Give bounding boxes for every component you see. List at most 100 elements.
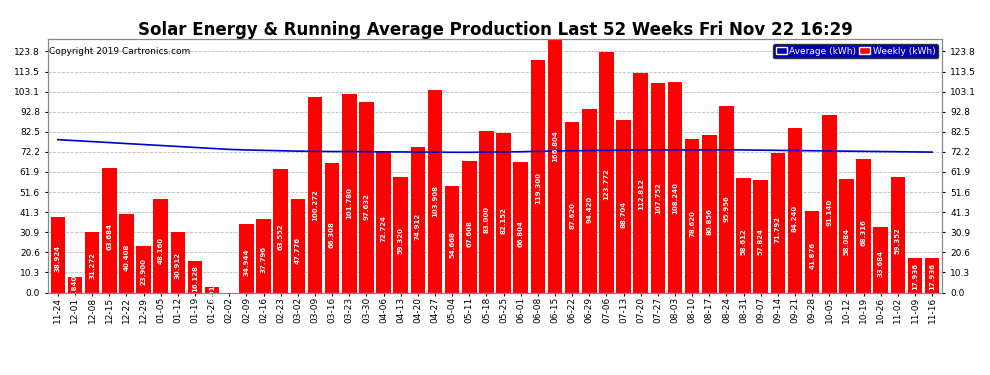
Text: 68.316: 68.316 <box>860 219 866 246</box>
Bar <box>925 258 940 292</box>
Text: 123.772: 123.772 <box>604 168 610 200</box>
Text: 80.856: 80.856 <box>706 208 713 235</box>
Bar <box>462 161 476 292</box>
Bar <box>308 97 323 292</box>
Text: 17.936: 17.936 <box>930 263 936 290</box>
Text: 101.780: 101.780 <box>346 188 352 219</box>
Text: 54.668: 54.668 <box>449 231 455 258</box>
Text: 78.620: 78.620 <box>689 210 695 237</box>
Text: 40.408: 40.408 <box>124 243 130 271</box>
Bar <box>256 219 271 292</box>
Bar <box>531 60 545 292</box>
Text: 72.724: 72.724 <box>380 215 386 242</box>
Bar <box>617 120 631 292</box>
Bar <box>359 102 373 292</box>
Legend: Average (kWh), Weekly (kWh): Average (kWh), Weekly (kWh) <box>773 44 938 58</box>
Text: 59.352: 59.352 <box>895 227 901 254</box>
Text: 107.752: 107.752 <box>654 182 661 214</box>
Bar <box>753 180 768 292</box>
Bar <box>582 109 597 292</box>
Bar <box>496 132 511 292</box>
Text: 67.608: 67.608 <box>466 220 472 247</box>
Text: 23.900: 23.900 <box>141 258 147 285</box>
Bar <box>325 164 340 292</box>
Text: 84.240: 84.240 <box>792 205 798 232</box>
Text: 74.912: 74.912 <box>415 213 421 240</box>
Text: 37.796: 37.796 <box>260 246 266 273</box>
Text: 34.944: 34.944 <box>244 248 249 276</box>
Text: 31.272: 31.272 <box>89 252 95 279</box>
Bar <box>565 122 579 292</box>
Text: 82.152: 82.152 <box>501 207 507 234</box>
Bar <box>891 177 905 292</box>
Text: 17.936: 17.936 <box>912 263 918 290</box>
Bar <box>650 83 665 292</box>
Bar <box>702 135 717 292</box>
Text: 83.000: 83.000 <box>483 206 489 233</box>
Text: 66.804: 66.804 <box>518 220 524 248</box>
Bar <box>908 258 923 292</box>
Text: 16.128: 16.128 <box>192 265 198 292</box>
Text: 59.320: 59.320 <box>398 227 404 254</box>
Text: 112.812: 112.812 <box>638 178 644 210</box>
Text: 63.684: 63.684 <box>106 223 112 250</box>
Bar <box>119 214 134 292</box>
Text: 91.140: 91.140 <box>827 199 833 226</box>
Bar <box>85 232 99 292</box>
Text: 66.308: 66.308 <box>329 221 336 248</box>
Text: 100.272: 100.272 <box>312 189 318 220</box>
Bar <box>290 200 305 292</box>
Bar <box>67 277 82 292</box>
Text: 95.956: 95.956 <box>724 195 730 222</box>
Text: 58.612: 58.612 <box>741 228 746 255</box>
Text: 58.084: 58.084 <box>843 228 849 255</box>
Bar <box>770 153 785 292</box>
Bar <box>788 129 802 292</box>
Bar <box>240 225 253 292</box>
Bar <box>856 159 871 292</box>
Bar <box>170 232 185 292</box>
Bar <box>599 51 614 292</box>
Text: Copyright 2019 Cartronics.com: Copyright 2019 Cartronics.com <box>50 47 190 56</box>
Bar <box>376 151 391 292</box>
Text: 103.908: 103.908 <box>432 186 438 218</box>
Bar <box>411 147 425 292</box>
Text: 41.876: 41.876 <box>809 242 815 269</box>
Bar <box>634 73 648 292</box>
Text: 38.924: 38.924 <box>54 245 60 272</box>
Bar <box>445 186 459 292</box>
Bar <box>667 82 682 292</box>
Bar <box>50 217 65 292</box>
Text: 97.632: 97.632 <box>363 194 369 220</box>
Text: 57.824: 57.824 <box>757 228 763 255</box>
Text: 47.776: 47.776 <box>295 237 301 264</box>
Bar <box>205 286 220 292</box>
Text: 71.792: 71.792 <box>775 216 781 243</box>
Bar <box>342 94 356 292</box>
Text: 33.684: 33.684 <box>878 249 884 276</box>
Text: 3.012: 3.012 <box>209 279 215 302</box>
Text: 166.804: 166.804 <box>552 130 558 162</box>
Bar <box>514 162 528 292</box>
Bar <box>428 90 443 292</box>
Bar <box>479 131 494 292</box>
Text: 88.704: 88.704 <box>621 201 627 228</box>
Bar <box>737 178 750 292</box>
Text: 119.300: 119.300 <box>535 172 541 204</box>
Bar <box>102 168 117 292</box>
Bar <box>273 169 288 292</box>
Bar <box>873 227 888 292</box>
Text: 87.620: 87.620 <box>569 202 575 229</box>
Bar <box>153 199 168 292</box>
Bar <box>393 177 408 292</box>
Text: 30.912: 30.912 <box>175 252 181 279</box>
Bar <box>719 106 734 292</box>
Bar <box>822 115 837 292</box>
Bar <box>547 0 562 292</box>
Bar <box>137 246 150 292</box>
Bar <box>840 179 853 292</box>
Text: 48.160: 48.160 <box>157 237 163 264</box>
Bar <box>188 261 202 292</box>
Text: 63.552: 63.552 <box>277 224 284 250</box>
Text: 94.420: 94.420 <box>586 196 592 223</box>
